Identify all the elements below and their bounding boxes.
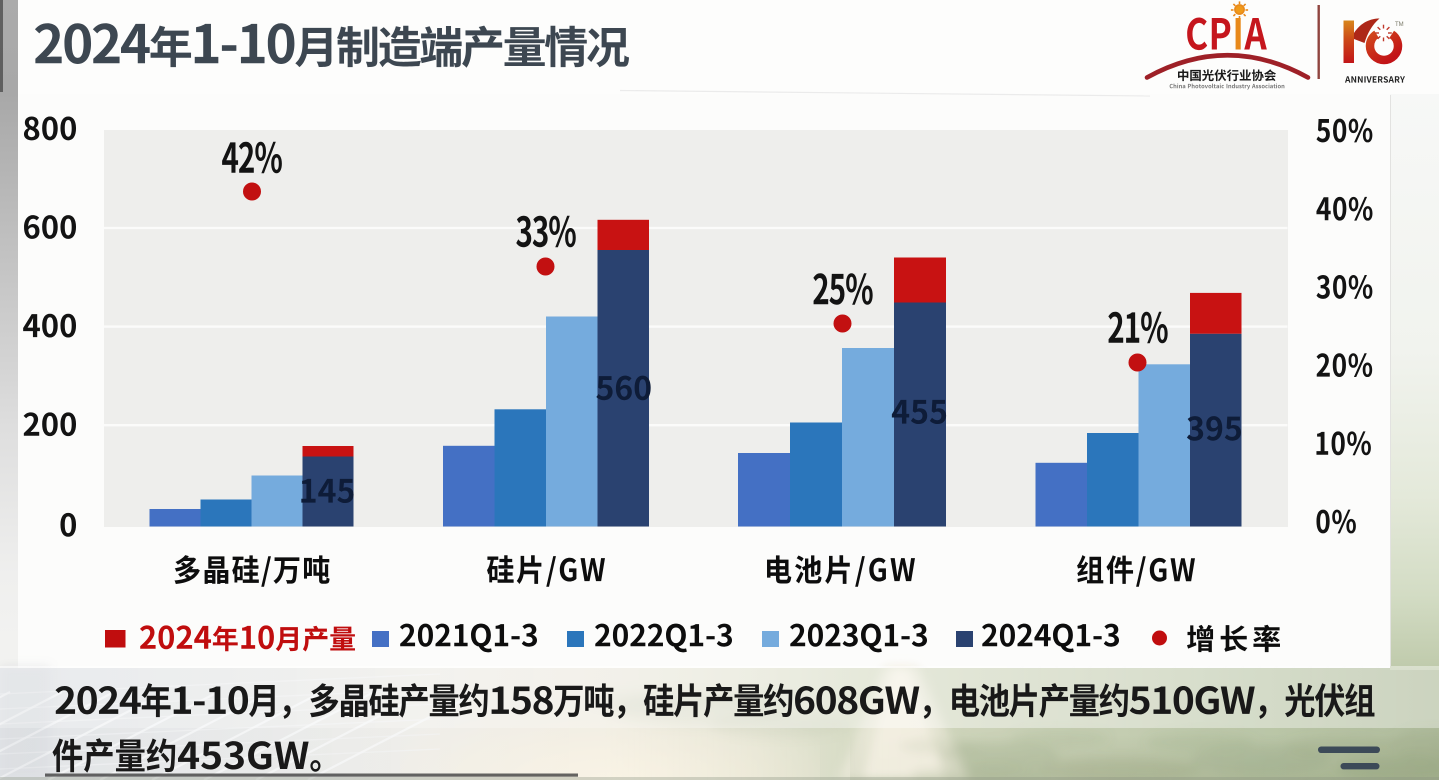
svg-text:TM: TM	[1395, 22, 1404, 28]
